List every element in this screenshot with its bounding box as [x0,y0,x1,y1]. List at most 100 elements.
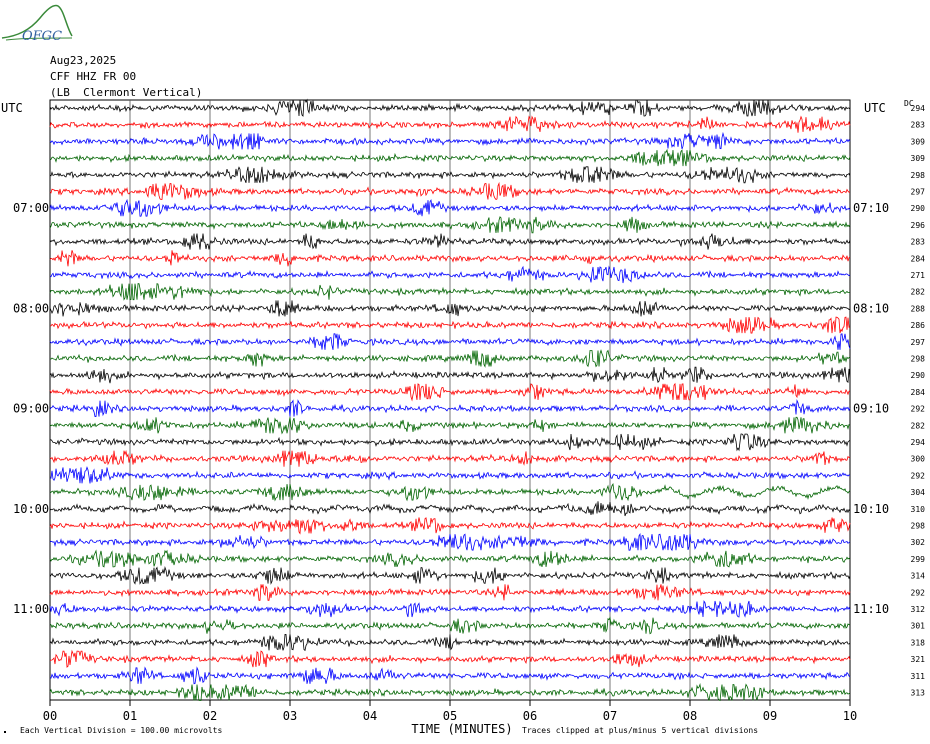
dc-offset-label: 304 [911,488,926,497]
right-hour-label: 08:10 [853,301,889,315]
dc-offset-label: 309 [911,154,926,163]
seismic-trace [49,600,851,618]
dc-header: DC [904,99,914,108]
seismic-trace [49,584,851,601]
dc-offset-label: 292 [911,471,926,480]
dc-offset-label: 297 [911,188,926,197]
seismic-trace [49,148,851,167]
seismic-trace [49,233,851,250]
seismic-trace [49,131,851,150]
seismic-trace [49,250,851,267]
dc-offset-label: 302 [911,538,926,547]
station-label: CFF HHZ FR 00 [50,70,137,83]
left-hour-label: 08:00 [13,301,49,315]
seismic-trace [49,181,850,200]
x-tick-label: 10 [843,709,857,723]
seismic-trace [49,115,851,133]
dc-offset-label: 297 [911,338,926,347]
dc-offset-label: 282 [911,421,926,430]
dc-offset-label: 300 [911,455,926,464]
seismic-trace [49,566,851,585]
dc-offset-label: 309 [911,137,926,146]
dc-offset-label: 283 [911,121,926,130]
dc-offset-label: 313 [911,689,926,698]
left-hour-label: 07:00 [13,201,49,215]
dc-offset-label: 301 [911,622,926,631]
seismic-trace [49,382,851,402]
seismic-trace [49,333,851,350]
x-tick-label: 03 [283,709,297,723]
footer-scale-note: Each Vertical Division = 100.00 microvol… [20,726,222,735]
dc-offset-label: 292 [911,588,926,597]
seismic-trace [49,265,851,284]
seismic-trace [49,433,851,452]
dc-offset-label: 284 [911,388,926,397]
seismic-trace [49,198,851,217]
dc-offset-label: 288 [911,304,926,313]
dc-offset-label: 282 [911,288,926,297]
dc-offset-label: 296 [911,221,926,230]
seismic-trace [49,300,851,317]
seismic-trace [49,501,851,517]
dc-offset-label: 311 [911,672,926,681]
seismic-trace [49,366,851,384]
left-hour-label: 10:00 [13,502,49,516]
dc-offset-label: 321 [911,655,926,664]
x-tick-label: 02 [203,709,217,723]
x-tick-label: 04 [363,709,377,723]
seismic-trace [49,416,851,435]
seismic-trace [49,634,851,652]
ofgc-logo: OFGC [0,0,82,44]
seismic-trace [49,316,851,334]
right-hour-label: UTC [864,101,886,115]
x-tick-label: 08 [683,709,697,723]
right-hour-label: 11:10 [853,602,889,616]
right-hour-label: 09:10 [853,402,889,416]
dc-offset-label: 284 [911,254,926,263]
location-label: (LB Clermont Vertical) [50,86,203,99]
seismic-trace [49,616,851,635]
footer-clip-note: Traces clipped at plus/minus 5 vertical … [522,726,758,735]
dc-offset-label: 312 [911,605,926,614]
right-hour-label: 10:10 [853,502,889,516]
dc-offset-label: 290 [911,204,926,213]
seismic-trace [49,399,851,417]
seismic-trace [49,649,851,668]
dc-offset-label: 298 [911,171,926,180]
seismic-trace [49,166,851,184]
dc-offset-label: 298 [911,522,926,531]
dc-offset-label: 292 [911,405,926,414]
date-label: Aug23,2025 [50,54,117,67]
left-hour-label: UTC [1,101,23,115]
x-axis-title: TIME (MINUTES) [411,722,512,736]
dc-offset-label: 298 [911,355,926,364]
logo-text: OFGC [22,29,62,44]
x-tick-label: 00 [43,709,57,723]
left-hour-label: 11:00 [13,602,49,616]
seismic-trace [49,98,851,117]
seismic-trace [49,532,851,552]
seismic-trace [49,466,851,484]
dc-offset-label: 290 [911,371,926,380]
right-hour-label: 07:10 [853,201,889,215]
x-tick-label: 07 [603,709,617,723]
x-tick-label: 01 [123,709,137,723]
seismic-trace [49,482,851,502]
seismic-trace [49,449,851,467]
seismic-trace [49,666,851,685]
seismic-trace [49,517,851,535]
seismic-trace [49,682,851,702]
x-tick-label: 05 [443,709,457,723]
seismic-trace [49,349,851,368]
dc-offset-label: 294 [911,438,926,447]
left-hour-label: 09:00 [13,402,49,416]
seismic-trace [49,216,851,234]
dc-offset-label: 318 [911,638,926,647]
dc-offset-label: 314 [911,572,926,581]
seismic-trace [49,283,851,301]
dc-offset-label: 310 [911,505,926,514]
dc-offset-label: 299 [911,555,926,564]
dc-offset-label: 286 [911,321,926,330]
dc-offset-label: 294 [911,104,926,113]
